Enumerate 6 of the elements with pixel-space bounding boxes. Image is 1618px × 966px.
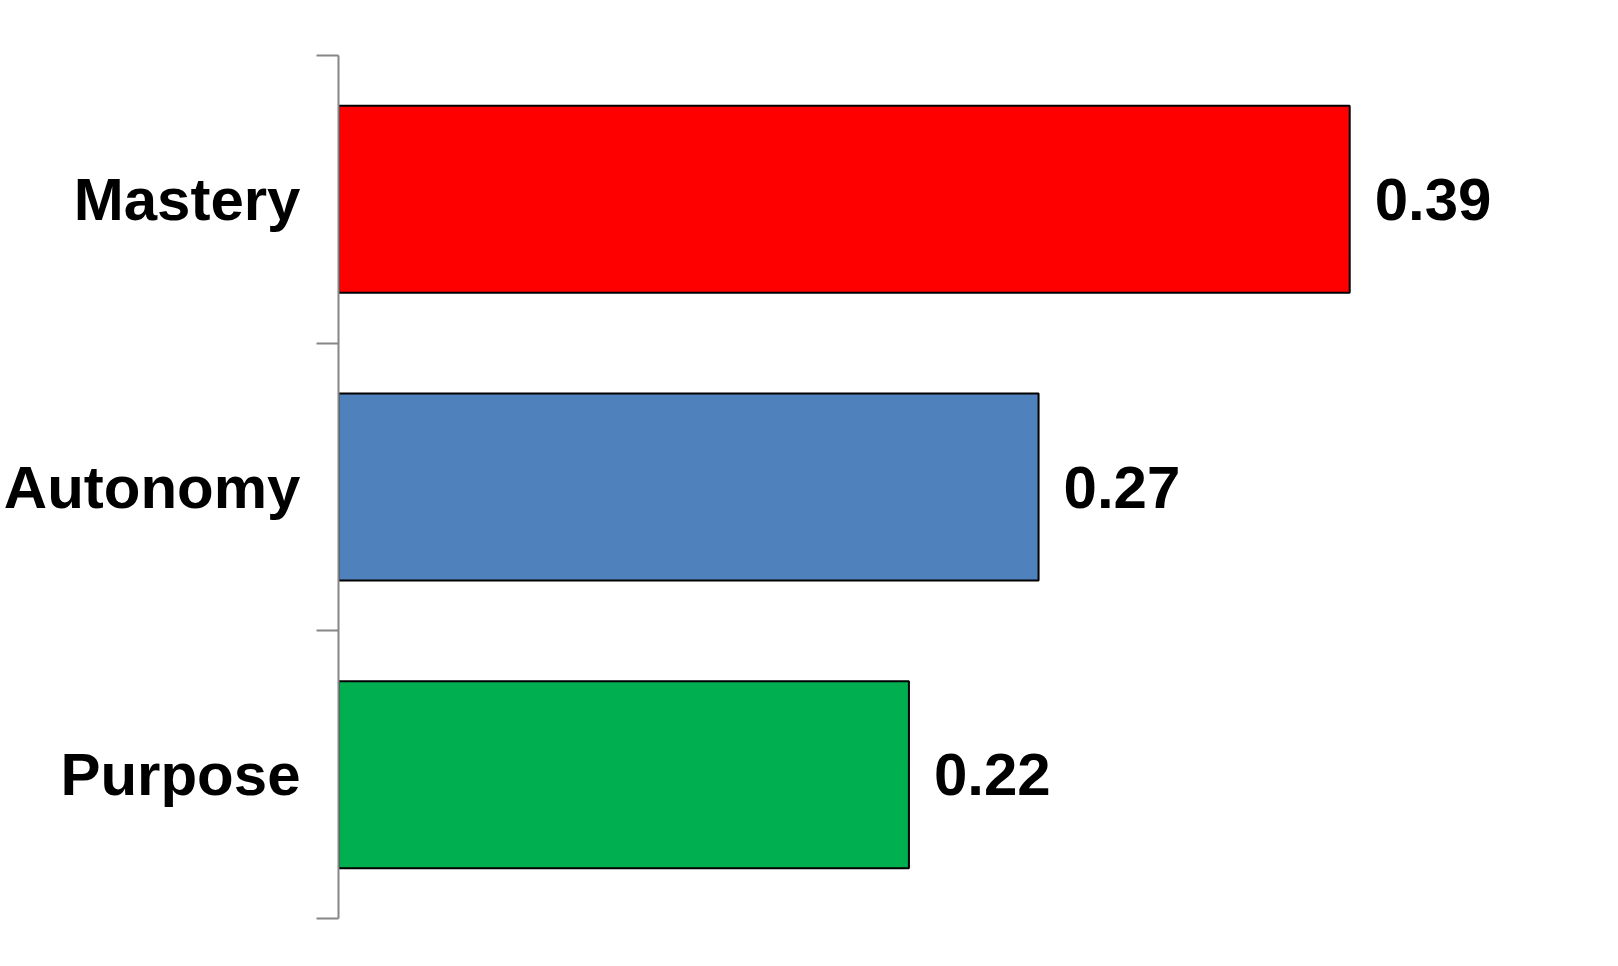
y-tick-label: Purpose [60,741,301,809]
y-tick-label: Autonomy [3,453,302,521]
data-label: 0.22 [933,741,1051,809]
y-tick-label: Mastery [73,165,302,233]
data-label: 0.39 [1374,165,1492,233]
data-label: 0.27 [1063,453,1181,521]
